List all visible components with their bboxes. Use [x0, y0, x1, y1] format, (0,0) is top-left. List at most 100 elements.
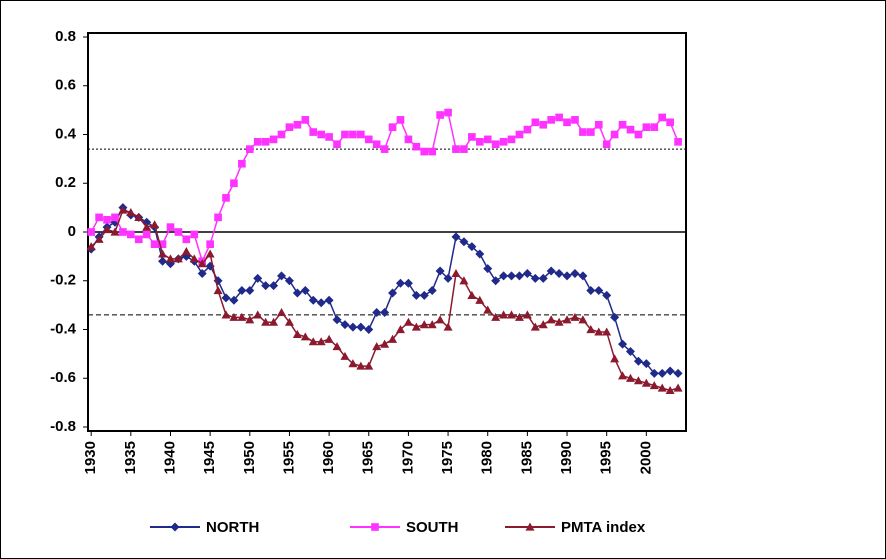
marker [189, 254, 199, 263]
marker [522, 268, 532, 278]
marker [261, 281, 271, 291]
x-tick-label: 1935 [122, 441, 139, 474]
marker [673, 368, 683, 378]
marker [507, 271, 517, 281]
marker [261, 137, 270, 146]
marker [460, 145, 468, 153]
marker [587, 128, 595, 136]
marker [371, 523, 379, 531]
marker [507, 135, 516, 144]
marker [364, 135, 373, 144]
marker [499, 310, 509, 319]
y-tick-label: -0.8 [50, 418, 76, 435]
marker [348, 359, 358, 368]
marker [475, 249, 485, 259]
marker [372, 307, 382, 317]
marker [419, 320, 429, 329]
marker [586, 286, 596, 295]
marker [618, 371, 628, 380]
marker [245, 286, 255, 295]
marker [547, 116, 555, 124]
y-tick-label: 0.6 [55, 77, 76, 94]
marker [277, 271, 287, 281]
marker [546, 266, 556, 276]
marker [253, 137, 262, 146]
marker [277, 307, 287, 317]
marker [174, 228, 183, 236]
marker [491, 140, 500, 149]
marker [525, 522, 535, 531]
marker [475, 137, 484, 146]
marker [158, 256, 168, 266]
marker [348, 322, 358, 332]
marker [403, 317, 413, 326]
marker [340, 351, 350, 360]
x-tick-label: 1945 [201, 441, 218, 474]
marker [530, 322, 540, 331]
marker [206, 240, 214, 249]
marker [641, 359, 651, 369]
marker [579, 128, 587, 136]
marker [111, 213, 119, 222]
marker [317, 130, 325, 139]
marker [467, 242, 477, 252]
marker [428, 147, 437, 156]
marker [618, 120, 627, 129]
x-tick-label: 1965 [360, 441, 377, 474]
y-tick-label: 0.4 [55, 125, 77, 142]
marker [293, 120, 302, 129]
marker [468, 133, 476, 141]
marker [316, 298, 326, 308]
x-tick-label: 1990 [558, 441, 575, 474]
marker [404, 135, 413, 144]
marker [229, 295, 239, 305]
marker [650, 123, 659, 132]
marker [269, 281, 279, 291]
marker [388, 334, 398, 343]
marker [570, 268, 580, 278]
marker [245, 145, 254, 153]
marker [427, 320, 437, 329]
marker [531, 118, 540, 127]
marker [641, 378, 651, 387]
marker [158, 249, 168, 258]
marker [221, 310, 231, 319]
marker [594, 286, 604, 295]
marker [102, 225, 112, 234]
marker [444, 108, 452, 117]
marker [578, 315, 588, 324]
marker [610, 312, 620, 322]
marker [435, 266, 445, 276]
marker [372, 140, 381, 149]
marker [475, 295, 485, 304]
marker [625, 346, 635, 356]
marker [665, 385, 675, 395]
marker [443, 322, 453, 331]
marker [395, 325, 405, 334]
marker [213, 286, 223, 295]
marker [554, 317, 564, 326]
marker [285, 123, 294, 132]
marker [538, 273, 548, 283]
marker [332, 315, 342, 325]
marker [420, 147, 429, 156]
marker [602, 290, 612, 300]
marker [118, 205, 128, 214]
marker [380, 339, 390, 348]
marker [610, 130, 619, 139]
marker [657, 383, 667, 392]
marker [150, 240, 159, 249]
marker [316, 337, 326, 346]
marker [388, 123, 397, 132]
marker [95, 213, 103, 222]
marker [555, 113, 563, 122]
marker [396, 116, 405, 124]
marker [499, 137, 508, 146]
marker [332, 342, 342, 351]
marker [530, 273, 540, 283]
marker [634, 130, 643, 139]
marker [411, 290, 421, 300]
marker [514, 271, 524, 281]
marker [554, 268, 564, 278]
